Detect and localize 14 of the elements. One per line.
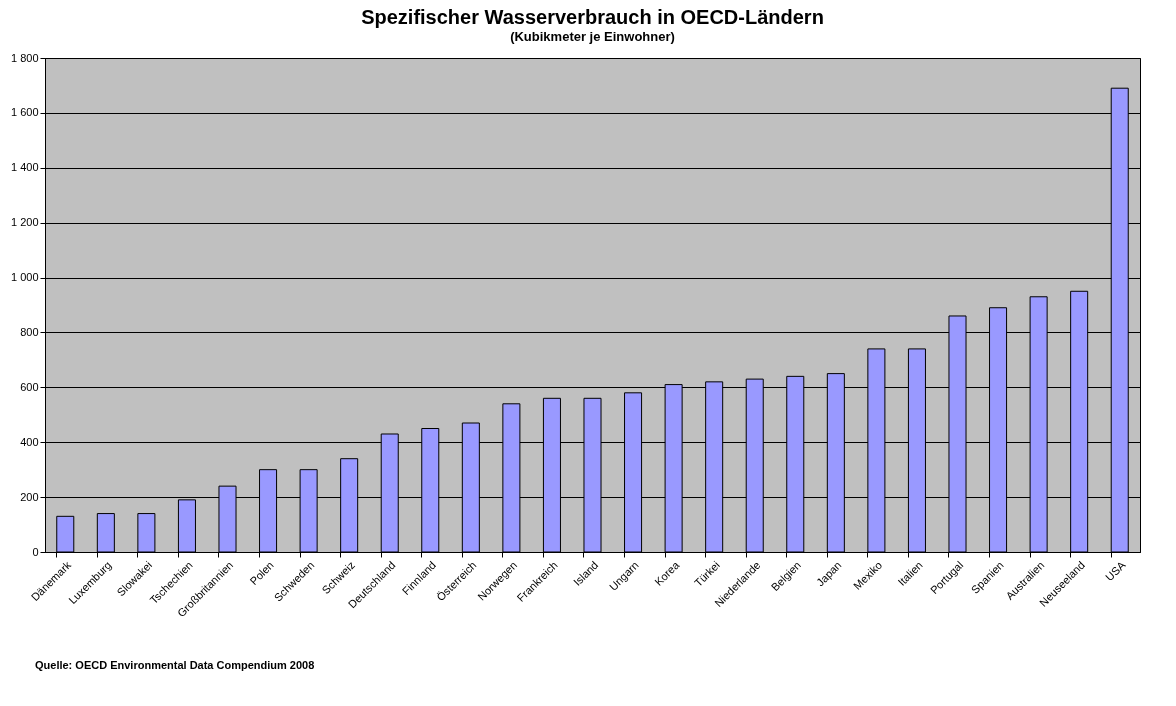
y-tick-label: 1 600 (10, 106, 39, 119)
x-tick-label: USA (1103, 558, 1128, 584)
y-tick-label: 200 (20, 490, 39, 503)
y-tick-label: 1 800 (10, 51, 39, 64)
y-tick-label: 1 400 (10, 161, 39, 174)
y-tick-label: 800 (20, 325, 39, 338)
chart-subtitle: (Kubikmeter je Einwohner) (510, 29, 675, 44)
y-tick-label: 400 (20, 435, 39, 448)
y-tick-label: 0 (32, 545, 39, 558)
source-note: Quelle: OECD Environmental Data Compendium 2008 (35, 659, 315, 671)
y-tick-label: 1 200 (10, 216, 39, 229)
y-tick-label: 600 (20, 380, 39, 393)
y-tick-label: 1 000 (10, 271, 39, 284)
chart-title: Spezifischer Wasserverbrauch in OECD-Ländern (361, 6, 824, 28)
